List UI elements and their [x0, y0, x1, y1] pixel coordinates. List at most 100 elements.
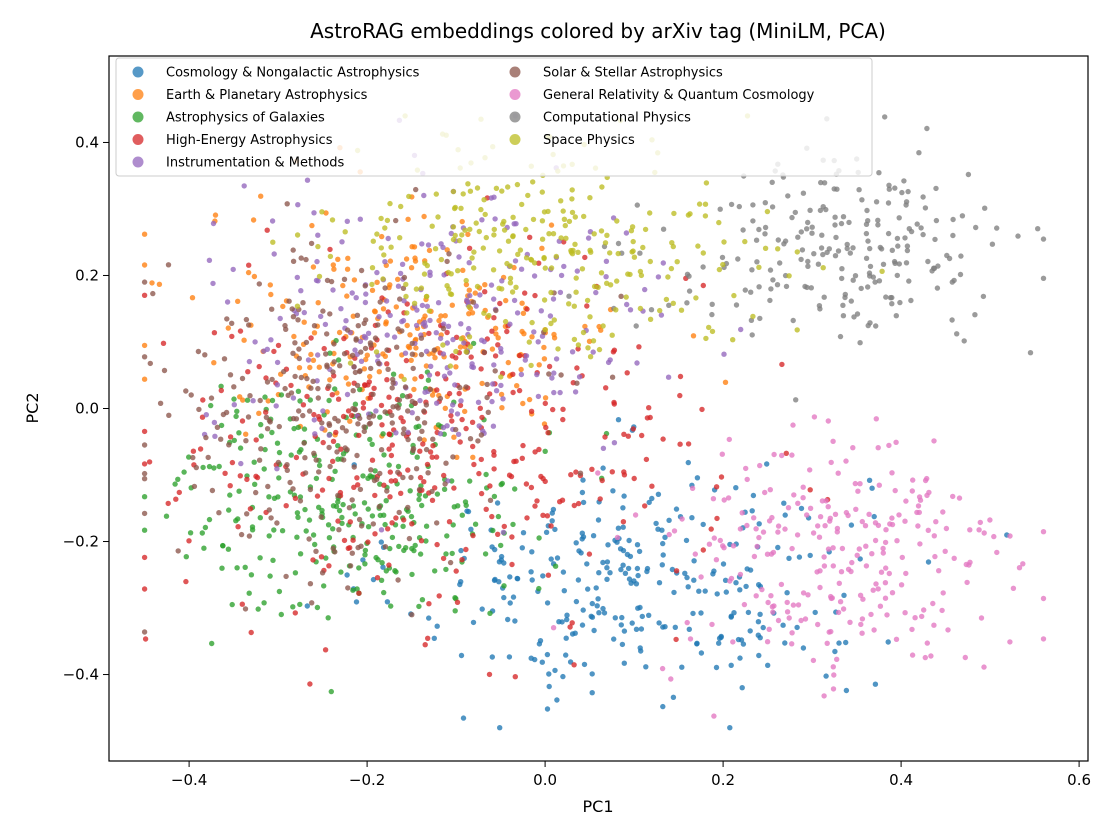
legend-item: Computational Physics [509, 111, 691, 126]
data-point [387, 494, 393, 500]
legend-marker [132, 156, 144, 168]
data-point [659, 527, 665, 533]
data-point [345, 381, 352, 387]
data-point [747, 567, 754, 573]
data-point [404, 322, 410, 329]
data-point [320, 308, 326, 314]
data-point [782, 526, 788, 532]
data-point [498, 349, 504, 355]
data-point [623, 294, 629, 300]
data-point [534, 371, 540, 378]
data-point [656, 580, 663, 586]
data-point [246, 322, 252, 328]
data-point [360, 405, 367, 411]
data-point [582, 254, 588, 261]
data-point [524, 306, 530, 312]
data-point [446, 519, 453, 525]
data-point [514, 310, 521, 316]
data-point [216, 463, 222, 470]
data-point [934, 285, 941, 291]
data-point [449, 418, 455, 424]
data-point [274, 382, 281, 388]
data-point [262, 394, 268, 400]
data-point [253, 489, 259, 496]
data-point [361, 366, 368, 372]
data-point [885, 230, 892, 237]
data-point [426, 615, 432, 621]
data-point [340, 413, 347, 420]
data-point [347, 563, 354, 569]
data-point [481, 197, 487, 203]
data-point [840, 214, 847, 220]
data-point [383, 298, 390, 304]
data-point [660, 552, 666, 558]
data-point [609, 332, 615, 338]
data-point [390, 371, 397, 377]
data-point [356, 565, 362, 571]
data-point [716, 266, 723, 273]
data-point [255, 606, 261, 612]
data-point [569, 187, 575, 193]
data-point [491, 466, 497, 472]
data-point [229, 459, 236, 466]
data-point [564, 616, 570, 623]
data-point [516, 387, 523, 394]
data-point [593, 289, 599, 296]
data-point [611, 440, 618, 446]
data-point [686, 288, 693, 294]
data-point [398, 203, 404, 210]
data-point [339, 520, 345, 526]
data-point [300, 300, 306, 306]
data-point [769, 514, 775, 521]
data-point [333, 503, 340, 510]
data-point [528, 484, 535, 491]
data-point [509, 534, 515, 540]
data-point [340, 451, 347, 457]
data-point [368, 365, 374, 372]
data-point [199, 530, 205, 536]
data-point [226, 507, 232, 513]
data-point [419, 597, 426, 603]
data-point [371, 308, 378, 314]
data-point [492, 368, 498, 374]
data-point [229, 333, 235, 340]
data-point [492, 576, 498, 583]
data-point [300, 412, 306, 419]
data-point [189, 295, 196, 301]
data-point [657, 307, 663, 314]
data-point [750, 492, 757, 499]
data-point [361, 428, 367, 435]
data-point [670, 694, 677, 700]
data-point [755, 619, 762, 625]
data-point [685, 441, 692, 447]
data-point [408, 474, 414, 481]
data-point [775, 617, 782, 624]
data-point [237, 473, 243, 479]
data-point [380, 431, 386, 437]
data-point [328, 278, 335, 285]
data-point [561, 588, 567, 594]
data-point [393, 515, 399, 521]
data-point [649, 483, 655, 489]
y-tick-label: 0.4 [75, 133, 99, 151]
data-point [402, 350, 409, 356]
data-point [186, 538, 192, 544]
data-point [693, 295, 699, 301]
data-point [528, 655, 534, 661]
data-point [293, 454, 300, 461]
data-point [369, 265, 376, 271]
data-point [602, 434, 608, 440]
data-point [792, 209, 798, 216]
data-point [678, 307, 685, 313]
data-point [603, 258, 610, 264]
data-point [452, 608, 458, 614]
data-point [200, 464, 206, 471]
data-point [370, 521, 376, 527]
data-point [166, 412, 172, 418]
data-point [344, 447, 350, 453]
data-point [506, 472, 513, 478]
data-point [252, 339, 258, 345]
data-point [310, 557, 316, 563]
data-point [330, 545, 336, 552]
data-point [847, 250, 853, 256]
